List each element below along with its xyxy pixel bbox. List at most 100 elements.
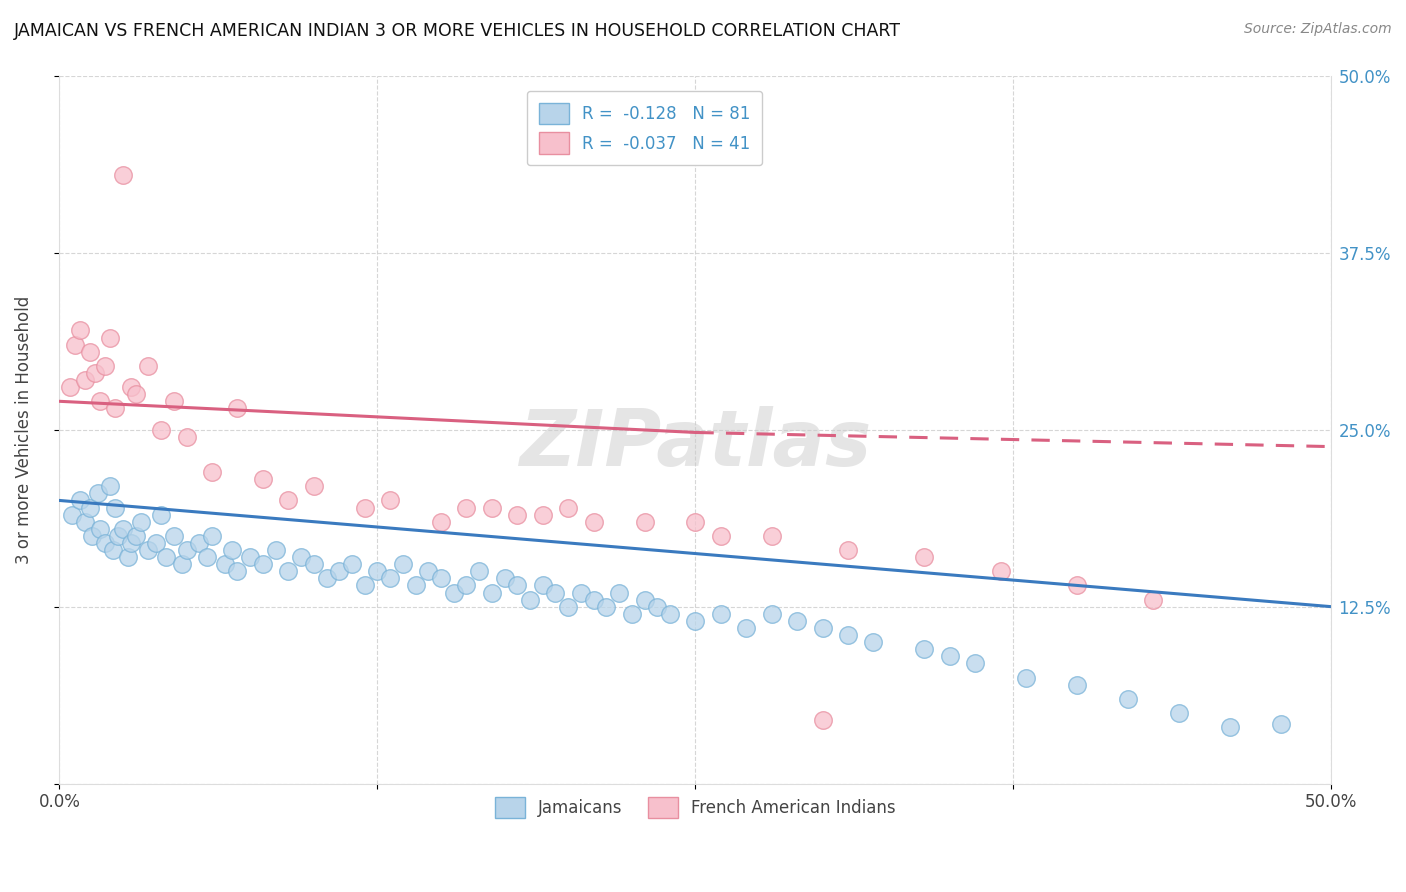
Point	[58, 380, 80, 394]
Point	[60, 508, 83, 522]
Point	[79, 344, 101, 359]
Point	[405, 578, 427, 592]
Point	[302, 557, 325, 571]
Point	[430, 571, 453, 585]
Point	[176, 543, 198, 558]
Point	[607, 585, 630, 599]
Point	[468, 564, 491, 578]
Point	[73, 515, 96, 529]
Point	[111, 522, 134, 536]
Point	[145, 536, 167, 550]
Point	[481, 585, 503, 599]
Point	[170, 557, 193, 571]
Point	[69, 323, 91, 337]
Point	[1270, 717, 1292, 731]
Point	[456, 500, 478, 515]
Point	[965, 657, 987, 671]
Point	[340, 557, 363, 571]
Point	[1015, 671, 1038, 685]
Point	[519, 592, 541, 607]
Point	[155, 550, 177, 565]
Point	[125, 387, 148, 401]
Point	[353, 500, 375, 515]
Point	[163, 394, 186, 409]
Point	[392, 557, 415, 571]
Point	[735, 621, 758, 635]
Point	[138, 359, 160, 373]
Point	[595, 599, 617, 614]
Point	[557, 500, 579, 515]
Point	[226, 564, 249, 578]
Point	[456, 578, 478, 592]
Point	[111, 168, 134, 182]
Point	[201, 465, 224, 479]
Point	[252, 472, 274, 486]
Text: Source: ZipAtlas.com: Source: ZipAtlas.com	[1244, 22, 1392, 37]
Point	[138, 543, 160, 558]
Point	[582, 592, 605, 607]
Point	[98, 479, 121, 493]
Point	[277, 493, 299, 508]
Point	[990, 564, 1012, 578]
Point	[685, 515, 707, 529]
Point	[912, 550, 935, 565]
Point	[86, 486, 108, 500]
Point	[569, 585, 592, 599]
Point	[163, 529, 186, 543]
Point	[811, 713, 834, 727]
Point	[201, 529, 224, 543]
Point	[176, 430, 198, 444]
Point	[290, 550, 312, 565]
Point	[378, 571, 401, 585]
Point	[582, 515, 605, 529]
Point	[89, 394, 111, 409]
Point	[862, 635, 884, 649]
Point	[837, 543, 859, 558]
Point	[98, 330, 121, 344]
Point	[1116, 691, 1139, 706]
Point	[239, 550, 262, 565]
Point	[710, 607, 733, 621]
Point	[150, 508, 173, 522]
Point	[82, 529, 104, 543]
Point	[620, 607, 643, 621]
Point	[302, 479, 325, 493]
Point	[531, 578, 554, 592]
Point	[506, 578, 529, 592]
Text: ZIPatlas: ZIPatlas	[519, 406, 872, 482]
Point	[214, 557, 236, 571]
Point	[481, 500, 503, 515]
Point	[125, 529, 148, 543]
Point	[494, 571, 516, 585]
Point	[120, 536, 142, 550]
Point	[633, 592, 655, 607]
Text: JAMAICAN VS FRENCH AMERICAN INDIAN 3 OR MORE VEHICLES IN HOUSEHOLD CORRELATION C: JAMAICAN VS FRENCH AMERICAN INDIAN 3 OR …	[14, 22, 901, 40]
Point	[79, 500, 101, 515]
Legend: Jamaicans, French American Indians: Jamaicans, French American Indians	[488, 790, 903, 825]
Point	[1219, 720, 1241, 734]
Point	[89, 522, 111, 536]
Point	[63, 337, 86, 351]
Point	[506, 508, 529, 522]
Point	[557, 599, 579, 614]
Point	[1142, 592, 1164, 607]
Point	[94, 536, 117, 550]
Point	[761, 529, 783, 543]
Point	[107, 529, 129, 543]
Point	[226, 401, 249, 416]
Point	[659, 607, 682, 621]
Point	[120, 380, 142, 394]
Point	[150, 423, 173, 437]
Point	[84, 366, 107, 380]
Point	[195, 550, 218, 565]
Point	[418, 564, 440, 578]
Point	[443, 585, 465, 599]
Point	[837, 628, 859, 642]
Point	[94, 359, 117, 373]
Y-axis label: 3 or more Vehicles in Household: 3 or more Vehicles in Household	[15, 295, 32, 564]
Point	[264, 543, 287, 558]
Point	[761, 607, 783, 621]
Point	[645, 599, 668, 614]
Point	[328, 564, 350, 578]
Point	[939, 649, 962, 664]
